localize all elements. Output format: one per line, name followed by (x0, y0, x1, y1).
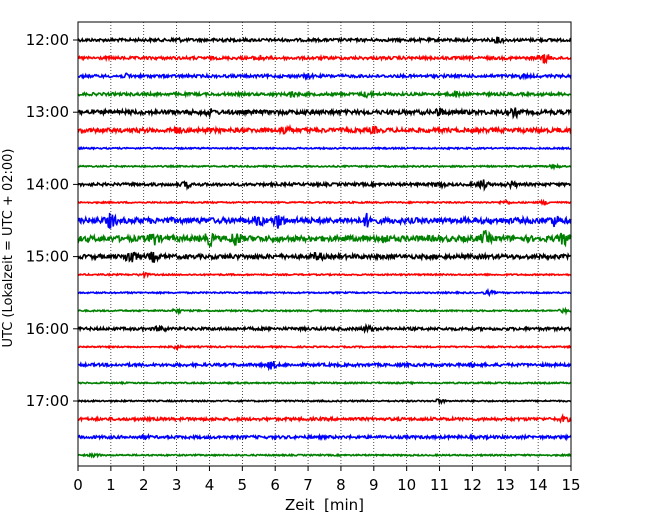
y-tick-label: 13:00 (26, 103, 69, 121)
trace-1530 (77, 287, 572, 298)
x-tick-label: 5 (238, 476, 248, 494)
trace-1400 (77, 179, 572, 192)
x-tick-label: 8 (336, 476, 346, 494)
trace-1445 (77, 229, 572, 249)
y-tick-label: 16:00 (26, 320, 69, 338)
x-tick-label: 15 (561, 476, 580, 494)
trace-1200 (77, 36, 572, 45)
x-tick-label: 14 (529, 476, 548, 494)
trace-1715 (77, 413, 572, 424)
trace-1600 (77, 322, 572, 334)
trace-1515 (77, 271, 572, 280)
plot-frame (77, 21, 572, 467)
x-tick-label: 10 (397, 476, 416, 494)
x-tick-label: 13 (496, 476, 515, 494)
trace-1345 (77, 162, 572, 171)
x-tick-label: 11 (430, 476, 449, 494)
seismic-traces (77, 36, 572, 459)
trace-1645 (77, 380, 572, 386)
y-axis-ticks: 12:00 13:00 14:00 15:00 16:00 17:00 (26, 31, 78, 410)
trace-1545 (77, 306, 572, 316)
trace-1430 (77, 212, 572, 230)
trace-1700 (77, 398, 572, 406)
trace-1415 (77, 198, 572, 206)
x-tick-label: 7 (303, 476, 313, 494)
x-tick-label: 4 (205, 476, 215, 494)
x-tick-label: 6 (270, 476, 280, 494)
x-tick-label: 1 (106, 476, 116, 494)
y-tick-label: 14:00 (26, 175, 69, 193)
x-tick-label: 3 (172, 476, 182, 494)
trace-1215 (77, 53, 572, 65)
x-tick-label: 12 (463, 476, 482, 494)
y-tick-label: 15:00 (26, 248, 69, 266)
x-axis-label: Zeit [min] (285, 496, 364, 514)
x-tick-label: 2 (139, 476, 149, 494)
trace-1330 (77, 145, 572, 151)
trace-1745 (77, 451, 572, 459)
trace-1300 (77, 107, 572, 120)
grid (110, 22, 539, 466)
trace-1630 (77, 360, 572, 372)
trace-1245 (77, 89, 572, 99)
y-tick-label: 12:00 (26, 31, 69, 49)
y-axis-label: UTC (Lokalzeit = UTC + 02:00) (1, 149, 16, 348)
y-tick-label: 17:00 (26, 392, 69, 410)
x-axis-ticks: 0 1 2 3 4 5 6 7 8 9 10 11 12 13 14 15 (73, 466, 581, 494)
trace-1500 (77, 251, 572, 263)
trace-1315 (77, 123, 572, 136)
trace-1730 (77, 432, 572, 442)
trace-1230 (77, 71, 572, 82)
trace-1615 (77, 344, 572, 352)
x-tick-label: 0 (73, 476, 83, 494)
x-tick-label: 9 (369, 476, 379, 494)
